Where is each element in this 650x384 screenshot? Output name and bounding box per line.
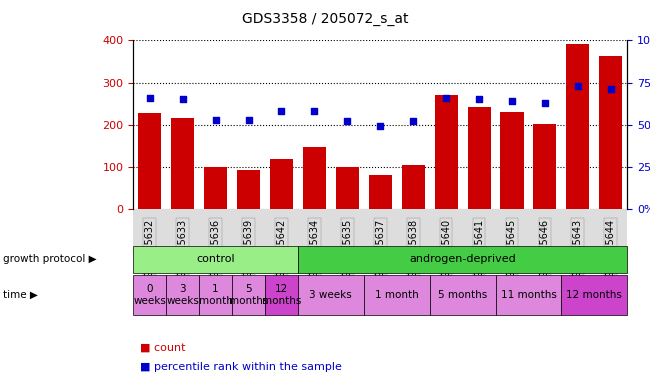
Text: 5
months: 5 months bbox=[229, 284, 268, 306]
Text: GDS3358 / 205072_s_at: GDS3358 / 205072_s_at bbox=[242, 12, 408, 25]
Text: control: control bbox=[196, 254, 235, 264]
Point bbox=[144, 95, 155, 101]
Text: time ▶: time ▶ bbox=[3, 290, 38, 300]
Bar bbox=[435, 95, 458, 209]
Bar bbox=[204, 167, 227, 209]
Text: 0
weeks: 0 weeks bbox=[133, 284, 166, 306]
Bar bbox=[500, 112, 523, 209]
Text: 1
month: 1 month bbox=[199, 284, 233, 306]
Point bbox=[309, 108, 320, 114]
Text: 12
months: 12 months bbox=[262, 284, 301, 306]
Point bbox=[540, 100, 550, 106]
Bar bbox=[534, 124, 556, 209]
Bar bbox=[138, 113, 161, 209]
Text: 1 month: 1 month bbox=[375, 290, 419, 300]
Point bbox=[507, 98, 517, 104]
Bar bbox=[599, 56, 622, 209]
Bar bbox=[402, 166, 424, 209]
Point bbox=[211, 117, 221, 123]
Text: 12 months: 12 months bbox=[566, 290, 622, 300]
Text: 11 months: 11 months bbox=[500, 290, 556, 300]
Text: 5 months: 5 months bbox=[438, 290, 488, 300]
Bar bbox=[467, 107, 491, 209]
Point bbox=[474, 96, 484, 103]
Point bbox=[408, 118, 419, 124]
Point bbox=[243, 117, 254, 123]
Bar bbox=[171, 118, 194, 209]
Text: 3
weeks: 3 weeks bbox=[166, 284, 199, 306]
Text: 3 weeks: 3 weeks bbox=[309, 290, 352, 300]
Point bbox=[375, 123, 385, 129]
Text: growth protocol ▶: growth protocol ▶ bbox=[3, 254, 97, 264]
Bar bbox=[237, 170, 260, 209]
Bar bbox=[336, 167, 359, 209]
Bar bbox=[270, 159, 293, 209]
Point bbox=[276, 108, 287, 114]
Point bbox=[177, 96, 188, 103]
Bar bbox=[566, 44, 590, 209]
Point bbox=[573, 83, 583, 89]
Point bbox=[342, 118, 352, 124]
Bar bbox=[369, 175, 392, 209]
Bar bbox=[303, 147, 326, 209]
Point bbox=[441, 95, 451, 101]
Text: androgen-deprived: androgen-deprived bbox=[410, 254, 516, 264]
Point bbox=[606, 86, 616, 93]
Text: ■ percentile rank within the sample: ■ percentile rank within the sample bbox=[140, 362, 342, 372]
Text: ■ count: ■ count bbox=[140, 343, 185, 353]
